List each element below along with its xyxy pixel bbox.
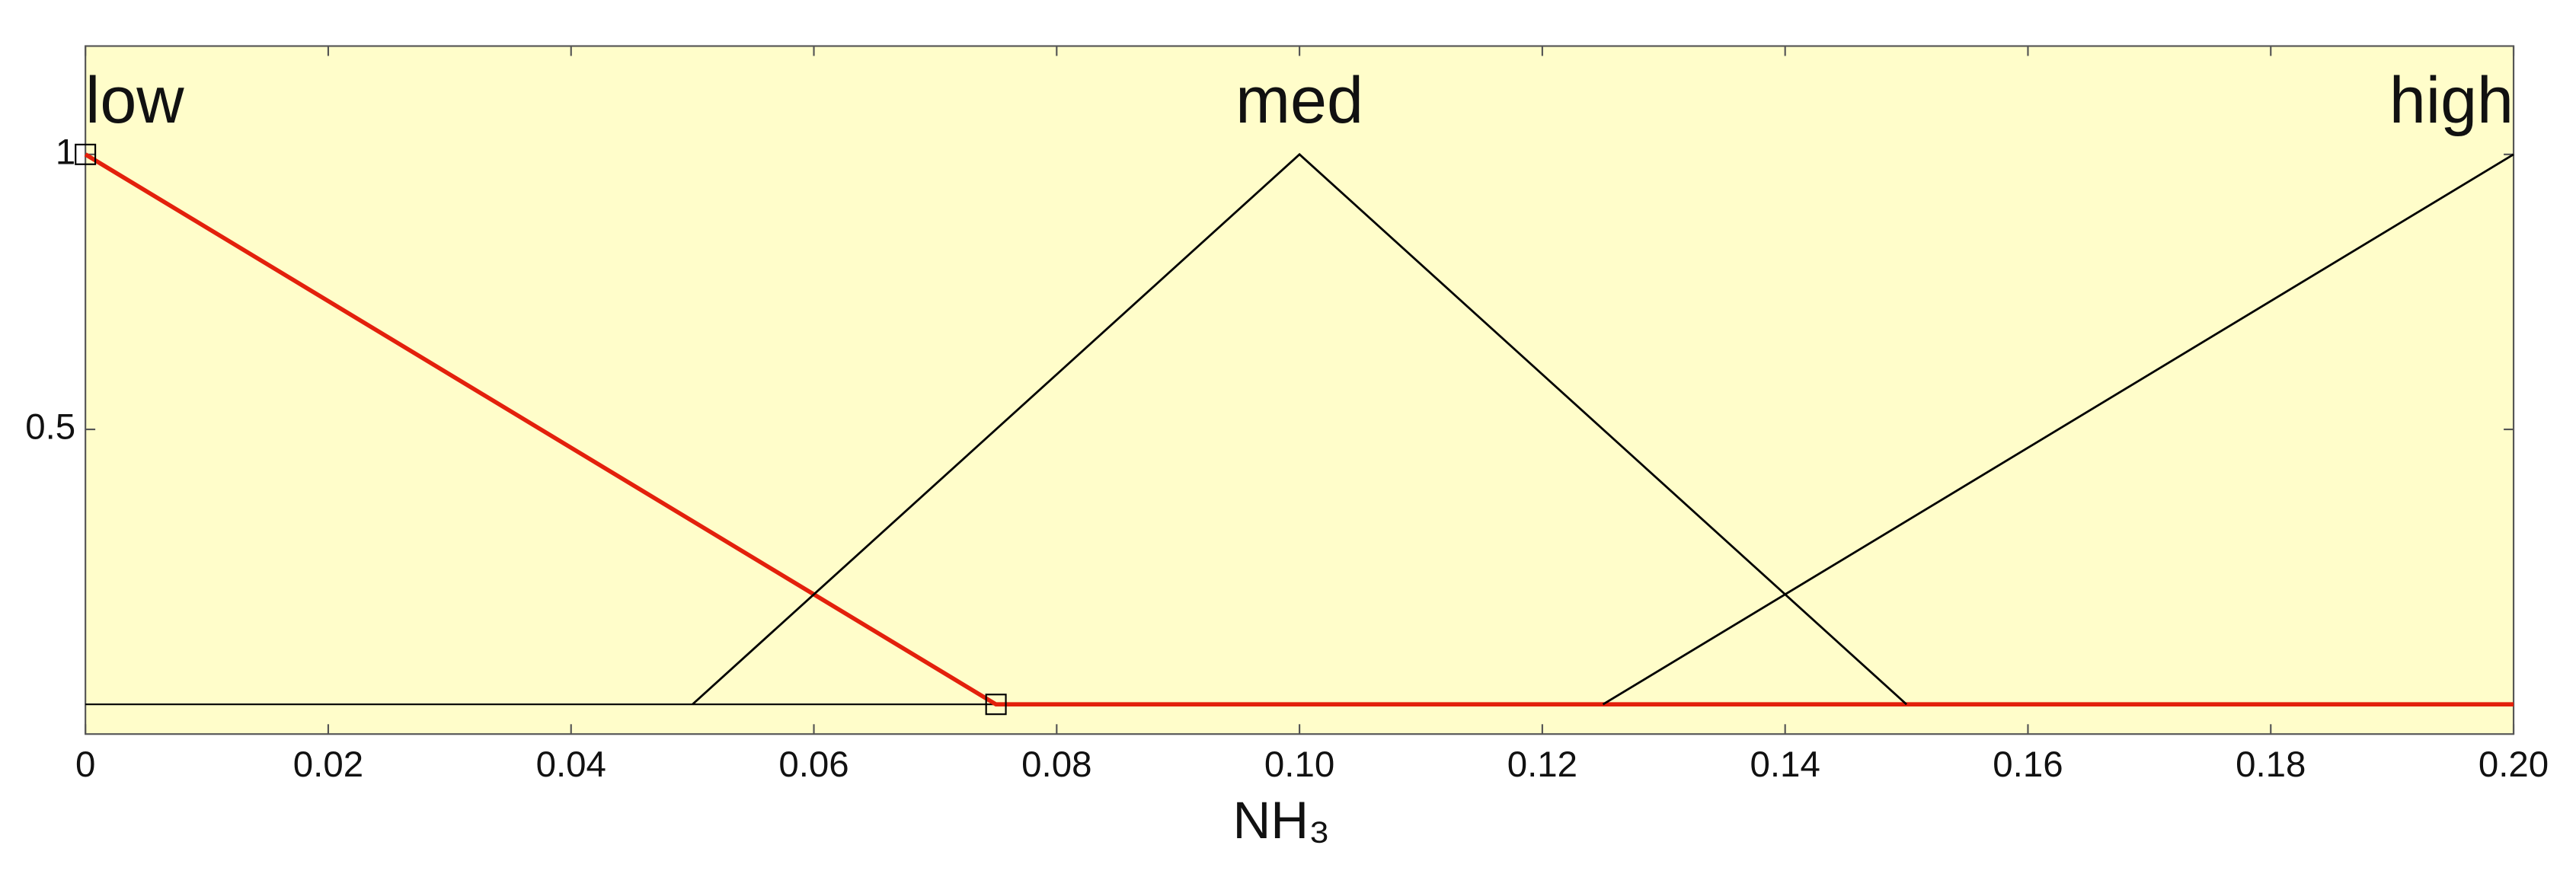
- x-tick-label: 0.04: [536, 745, 606, 785]
- y-tick-label: 0.5: [25, 407, 75, 448]
- series-line: [84, 152, 2514, 707]
- series-line: [692, 152, 1908, 706]
- x-tick-label: 0.08: [1021, 745, 1091, 785]
- x-tick-label: 0.02: [293, 745, 363, 785]
- x-tick-label: 0.20: [2479, 745, 2549, 785]
- x-tick-label: 0: [75, 745, 95, 785]
- series-line: [1602, 153, 2514, 706]
- series-label: low: [85, 64, 184, 137]
- series-label: med: [1235, 64, 1363, 137]
- x-tick-label: 0.10: [1264, 745, 1334, 785]
- y-tick-label: 1: [56, 132, 75, 172]
- series-label: high: [2389, 64, 2514, 137]
- x-tick-label: 0.12: [1507, 745, 1577, 785]
- x-tick-label: 0.06: [778, 745, 849, 785]
- x-axis-label: NH₃: [1232, 791, 1330, 850]
- vertex-marker: [985, 694, 1007, 716]
- x-tick-label: 0.16: [1993, 745, 2063, 785]
- plot-area: [85, 45, 2515, 735]
- vertex-marker: [75, 143, 97, 165]
- x-tick-label: 0.18: [2236, 745, 2306, 785]
- x-tick-label: 0.14: [1750, 745, 1820, 785]
